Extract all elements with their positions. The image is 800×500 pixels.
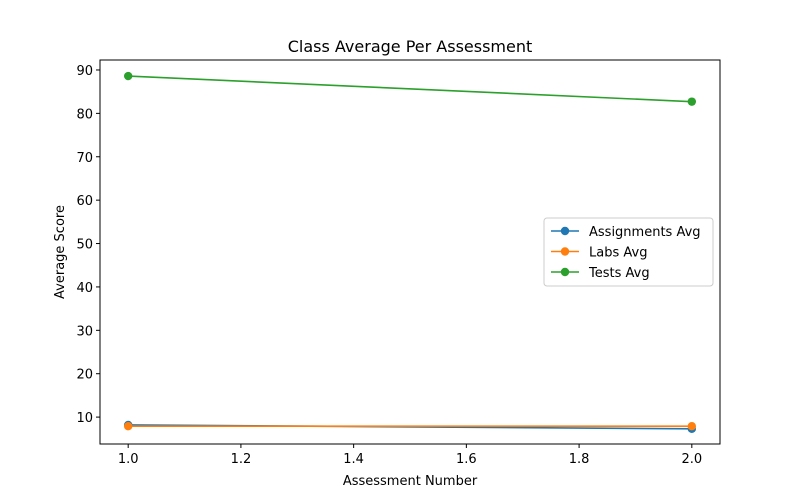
data-point	[123, 71, 133, 81]
y-tick-label: 70	[76, 151, 93, 166]
plot-frame	[99, 59, 721, 445]
chart-title: Class Average Per Assessment	[288, 37, 533, 56]
data-point	[123, 422, 133, 431]
y-tick-label: 40	[76, 281, 93, 296]
series-layer	[123, 71, 697, 434]
y-axis-label: Average Score	[53, 205, 68, 299]
data-point	[687, 97, 697, 106]
x-tick-label: 1.0	[118, 452, 139, 467]
x-tick-label: 1.4	[343, 452, 364, 467]
x-tick-label: 1.6	[456, 452, 477, 467]
x-axis: 1.0 1.2 1.4 1.6 1.8 2.0	[118, 444, 702, 467]
legend-marker	[560, 226, 570, 236]
y-tick-label: 60	[76, 194, 93, 209]
y-tick-label: 90	[76, 64, 93, 79]
series-line-2	[128, 75, 692, 103]
y-tick-label: 20	[76, 368, 93, 383]
data-point	[687, 422, 697, 431]
legend-marker	[560, 247, 570, 256]
legend-label: Labs Avg	[589, 246, 647, 261]
legend-marker	[560, 267, 570, 277]
legend-label: Assignments Avg	[589, 225, 701, 240]
y-tick-label: 30	[76, 324, 93, 339]
y-tick-label: 50	[76, 238, 93, 253]
x-tick-label: 1.2	[231, 452, 252, 467]
y-axis: 10 20 30 40 50 60 70 80 90	[76, 64, 100, 426]
legend-box	[543, 217, 714, 287]
x-tick-label: 1.8	[569, 452, 590, 467]
legend: Assignments Avg Labs Avg Tests Avg	[543, 217, 714, 287]
x-tick-label: 2.0	[681, 452, 702, 467]
x-axis-label: Assessment Number	[343, 474, 478, 489]
y-tick-label: 80	[76, 107, 93, 122]
plot-area	[99, 59, 721, 445]
y-tick-label: 10	[76, 411, 93, 426]
legend-label: Tests Avg	[588, 266, 650, 281]
